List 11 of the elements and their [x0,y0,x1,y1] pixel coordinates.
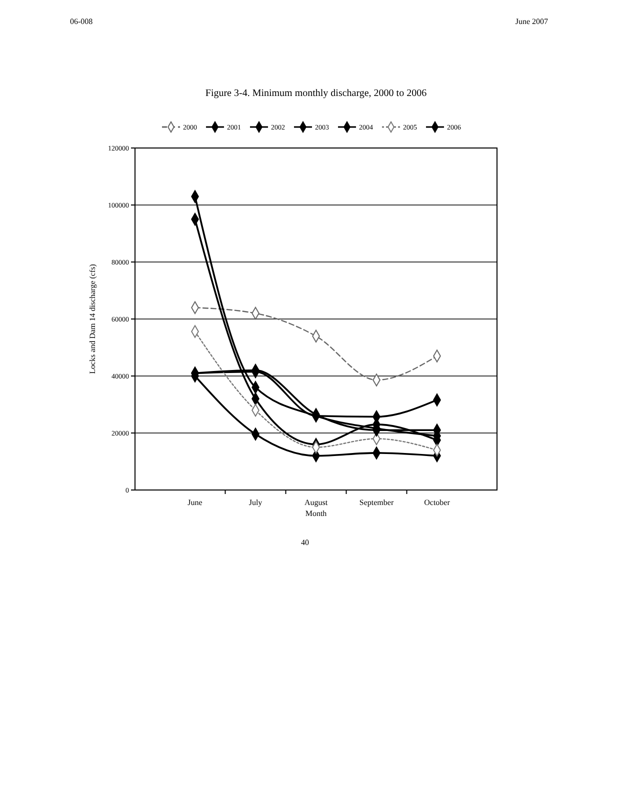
text: June 2007 [515,17,548,26]
x-tick-label: September [359,498,394,507]
x-axis-title: Month [305,509,327,518]
y-axis-title: Locks and Dam 14 discharge (cfs) [88,264,97,374]
x-tick-label: June [188,498,203,507]
x-tick-label: July [248,498,262,507]
text: 40 [301,538,309,547]
x-tick-label: October [424,498,450,507]
text: 06-008 [70,17,93,26]
chart-title: Figure 3-4. Minimum monthly discharge, 2000 to 2006 [205,88,427,99]
x-tick-label: August [304,498,328,507]
